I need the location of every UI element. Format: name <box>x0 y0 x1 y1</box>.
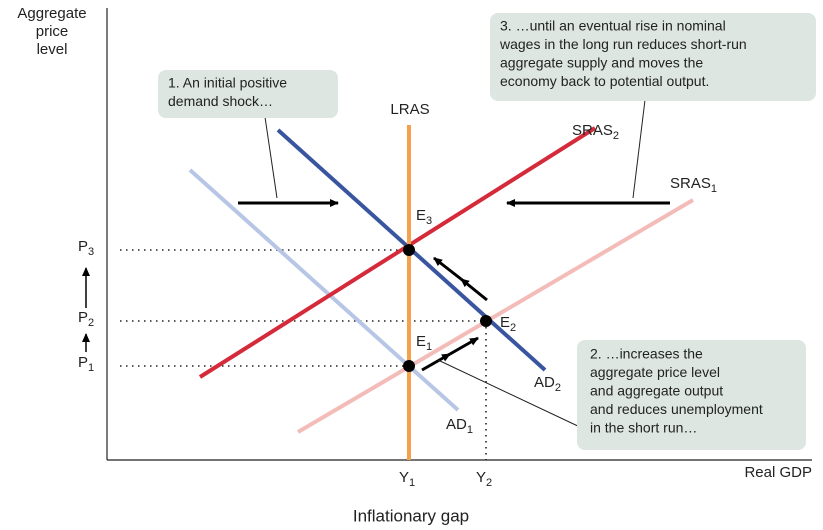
x-label-sub: 2 <box>486 477 492 489</box>
x-label-main: Y <box>399 469 409 486</box>
curve-label: AD2 <box>534 374 561 394</box>
curve-label-sub: 1 <box>467 424 473 436</box>
sras1-curve <box>296 198 695 434</box>
curve-label-main: SRAS <box>670 175 711 192</box>
y-label-sub: 3 <box>88 246 94 258</box>
callout-text: and aggregate output <box>590 383 723 399</box>
pointer <box>632 99 646 199</box>
pointer <box>264 116 278 199</box>
y-label: P1 <box>78 354 94 374</box>
y-axis-title: price <box>36 23 69 40</box>
arrow <box>433 256 462 281</box>
arrow <box>421 352 451 372</box>
x-axis-title: Real GDP <box>744 464 812 481</box>
callout-text: demand shock… <box>168 93 273 109</box>
callout-box <box>577 340 806 450</box>
x-label-main: Y <box>476 469 486 486</box>
callout-text: aggregate price level <box>590 364 720 380</box>
point-label: E1 <box>416 333 432 353</box>
callout-text: 1. An initial positive <box>168 75 287 91</box>
point-label-sub: 1 <box>426 341 432 353</box>
point <box>480 315 492 327</box>
point <box>403 360 415 372</box>
curve-label: SRAS1 <box>670 175 717 195</box>
curve-label-main: SRAS <box>572 122 613 139</box>
y-label-main: P <box>78 238 88 255</box>
pointer <box>437 359 583 429</box>
caption: Inflationary gap <box>353 506 469 525</box>
y-axis-title: Aggregate <box>17 5 86 22</box>
point-label-main: E <box>500 314 510 331</box>
point-label-main: E <box>416 333 426 350</box>
curve-label: LRAS <box>390 101 429 118</box>
callout-text: 2. …increases the <box>590 346 703 362</box>
curve-label-main: AD <box>534 374 555 391</box>
x-label-sub: 1 <box>409 477 415 489</box>
curve-label-main: AD <box>446 416 467 433</box>
curve-label-sub: 1 <box>711 183 717 195</box>
curve-label-sub: 2 <box>555 382 561 394</box>
x-label: Y2 <box>476 469 492 489</box>
callout-text: and reduces unemployment <box>590 401 763 417</box>
y-label-main: P <box>78 309 88 326</box>
point-label: E3 <box>416 207 432 227</box>
curve-label-main: LRAS <box>390 101 429 118</box>
callout-text: aggregate supply and moves the <box>500 55 703 71</box>
y-label: P2 <box>78 309 94 329</box>
curve-label: AD1 <box>446 416 473 436</box>
y-label: P3 <box>78 238 94 258</box>
point-label-sub: 3 <box>426 215 432 227</box>
curve-label: SRAS2 <box>572 122 619 142</box>
point-label: E2 <box>500 314 516 334</box>
point-label-main: E <box>416 207 426 224</box>
arrows <box>238 199 670 372</box>
arrow <box>460 277 488 302</box>
callout-box <box>158 70 338 118</box>
callout-text: wages in the long run reduces short-run <box>499 36 747 52</box>
y-label-main: P <box>78 354 88 371</box>
y-label-sub: 2 <box>88 317 94 329</box>
arrow <box>449 336 479 356</box>
callout-text: 3. …until an eventual rise in nominal <box>500 18 726 34</box>
guides <box>120 249 487 460</box>
sras2-curve <box>198 126 597 379</box>
point-label-sub: 2 <box>510 322 516 334</box>
curve-label-sub: 2 <box>613 130 619 142</box>
x-label: Y1 <box>399 469 415 489</box>
y-axis-title: level <box>37 41 68 58</box>
callout-box <box>490 13 816 101</box>
y-label-sub: 1 <box>88 362 94 374</box>
callout-text: economy back to potential output. <box>500 73 709 89</box>
callout-text: in the short run… <box>590 420 697 436</box>
point <box>403 244 415 256</box>
